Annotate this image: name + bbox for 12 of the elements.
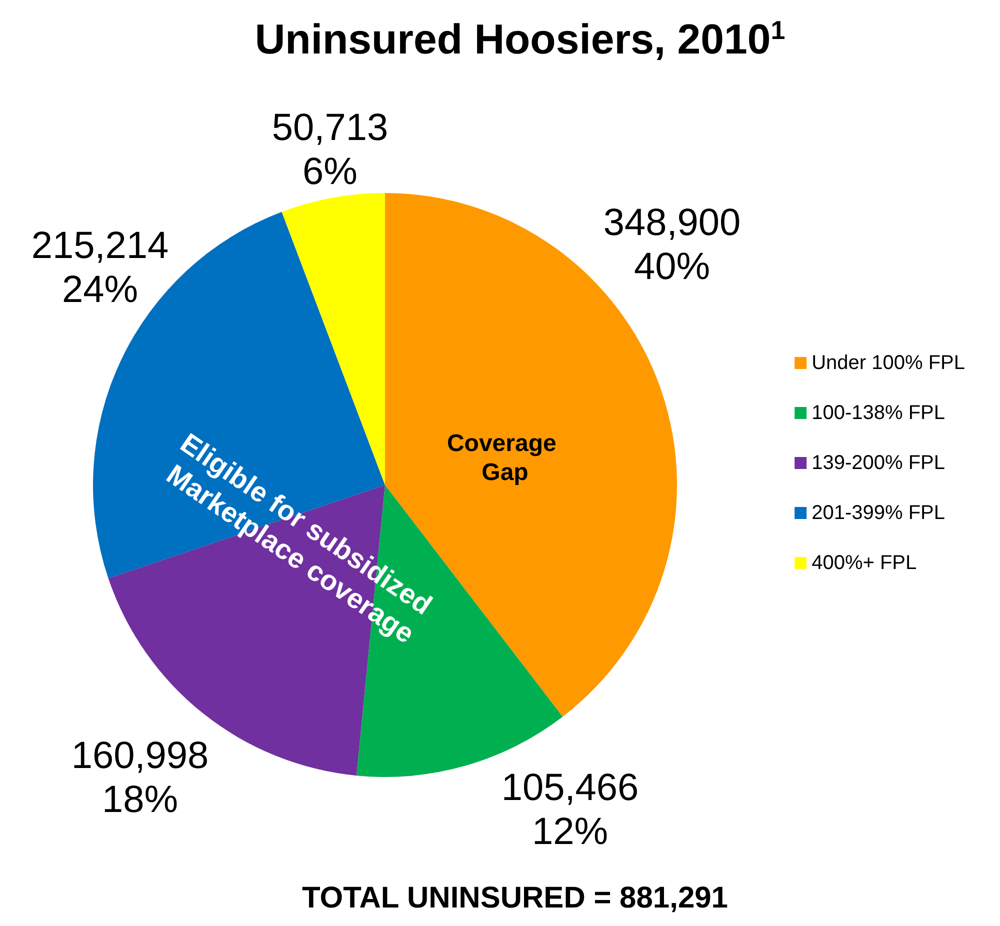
legend-label: 100-138% FPL (812, 402, 946, 424)
data-label: 215,214 24% (31, 225, 169, 311)
data-label: 348,900 40% (603, 202, 741, 288)
data-label: 50,713 6% (272, 107, 388, 193)
legend-label: 139-200% FPL (812, 452, 946, 474)
legend-label: 201-399% FPL (812, 502, 946, 524)
data-label: 160,998 18% (71, 735, 209, 821)
legend-label: Under 100% FPL (812, 352, 966, 374)
text: Coverage Gap (446, 430, 564, 486)
data-label: 105,466 12% (501, 767, 639, 853)
text: TOTAL UNINSURED = 881,291 (302, 882, 728, 914)
legend-label: 400%+ FPL (812, 552, 917, 574)
